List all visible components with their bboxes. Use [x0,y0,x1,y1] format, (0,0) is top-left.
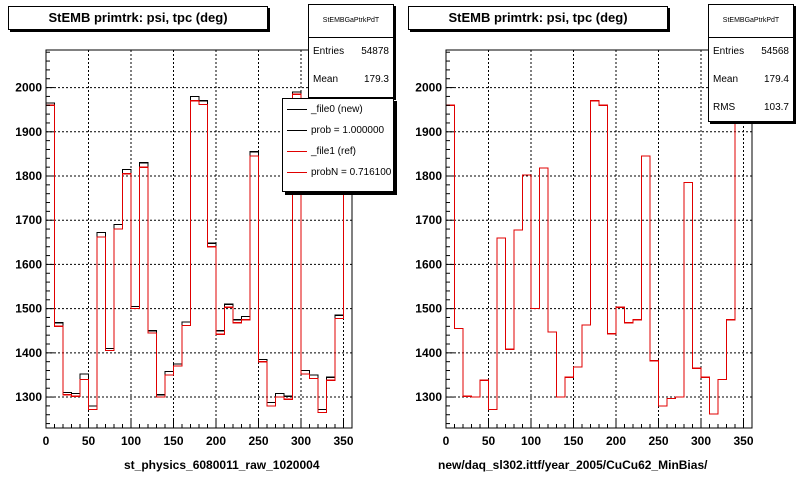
left-x-tick-label: 100 [121,434,141,448]
right-x-tick-label: 100 [521,434,541,448]
right-y-tick-label: 1500 [415,302,442,316]
left-stats-entries-label: Entries [313,46,345,57]
left-stats-entries-value: 54878 [361,46,389,57]
right-x-tick-label: 50 [482,434,496,448]
left-x-tick-label: 200 [206,434,226,448]
legend-line-file0 [287,109,307,110]
left-x-tick-label: 0 [43,434,50,448]
right-stats-name: StEMBGaPtrkPdT [709,5,793,38]
right-stats-entries-row: Entries 54568 [709,38,793,66]
right-x-tick-label: 150 [563,434,583,448]
right-x-tick-label: 200 [606,434,626,448]
left-stats-mean-label: Mean [313,74,339,85]
left-legend: _file0 (new) prob = 1.000000 _file1 (ref… [282,98,394,192]
right-stats-box: StEMBGaPtrkPdT Entries 54568 Mean 179.4 … [708,4,794,122]
left-chart-title: StEMB primtrk: psi, tpc (deg) [8,6,268,30]
right-y-tick-label: 1400 [415,346,442,360]
legend-line-probn [287,172,307,173]
left-y-tick-label: 1600 [15,257,42,271]
left-stats-name: StEMBGaPtrkPdT [309,5,393,38]
left-series-1-line [45,91,353,428]
left-y-tick-label: 1300 [15,390,42,404]
legend-line-prob [287,130,307,131]
left-y-tick-label: 1400 [15,346,42,360]
left-stats-mean-row: Mean 179.3 [309,66,393,94]
right-y-tick-label: 1600 [415,257,442,271]
right-x-tick-label: 350 [733,434,753,448]
legend-label-file1: _file1 (ref) [311,146,357,157]
right-x-axis-title: new/daq_sl302.ittf/year_2005/CuCu62_MinB… [438,458,708,472]
right-x-tick-label: 300 [691,434,711,448]
right-stats-mean-label: Mean [713,74,739,85]
left-x-tick-label: 150 [163,434,183,448]
left-y-tick-label: 1500 [15,302,42,316]
left-x-tick-label: 300 [291,434,311,448]
left-y-tick-label: 1800 [15,169,42,183]
right-stats-rms-label: RMS [713,102,736,113]
right-stats-mean-row: Mean 179.4 [709,66,793,94]
left-y-tick-label: 2000 [15,81,42,95]
right-y-tick-label: 1700 [415,213,442,227]
left-x-tick-label: 250 [248,434,268,448]
legend-label-file0: _file0 (new) [311,104,363,115]
right-x-tick-label: 250 [648,434,668,448]
left-stats-box: StEMBGaPtrkPdT Entries 54878 Mean 179.3 [308,4,394,98]
right-y-tick-label: 1300 [415,390,442,404]
left-y-tick-label: 1900 [15,125,42,139]
legend-label-probn: probN = 0.716100 [311,167,392,178]
right-stats-entries-label: Entries [713,46,745,57]
right-stats-rms-row: RMS 103.7 [709,94,793,122]
right-chart-title: StEMB primtrk: psi, tpc (deg) [408,6,668,30]
legend-entry-prob: prob = 1.000000 [283,120,393,141]
right-plot-area [446,50,752,428]
right-y-tick-label: 1900 [415,125,442,139]
left-x-tick-label: 50 [82,434,96,448]
right-stats-entries-value: 54568 [761,46,789,57]
left-x-tick-label: 350 [333,434,353,448]
right-stats-mean-value: 179.4 [763,74,789,85]
right-y-tick-label: 2000 [415,81,442,95]
left-x-axis-title: st_physics_6080011_raw_1020004 [124,458,320,472]
legend-label-prob: prob = 1.000000 [311,125,385,136]
right-stats-rms-value: 103.7 [763,102,789,113]
legend-entry-file0: _file0 (new) [283,99,393,120]
right-series-0-line [445,91,753,428]
legend-entry-file1: _file1 (ref) [283,141,393,162]
right-plot: 0 50 100 150 200 250 300 350 1300 1400 1500 1600 170… [415,49,754,448]
legend-entry-probn: probN = 0.716100 [283,162,393,183]
right-x-tick-label: 0 [443,434,450,448]
left-stats-entries-row: Entries 54878 [309,38,393,66]
legend-line-file1 [287,151,307,152]
left-y-tick-label: 1700 [15,213,42,227]
left-stats-mean-value: 179.3 [363,74,389,85]
right-y-tick-label: 1800 [415,169,442,183]
